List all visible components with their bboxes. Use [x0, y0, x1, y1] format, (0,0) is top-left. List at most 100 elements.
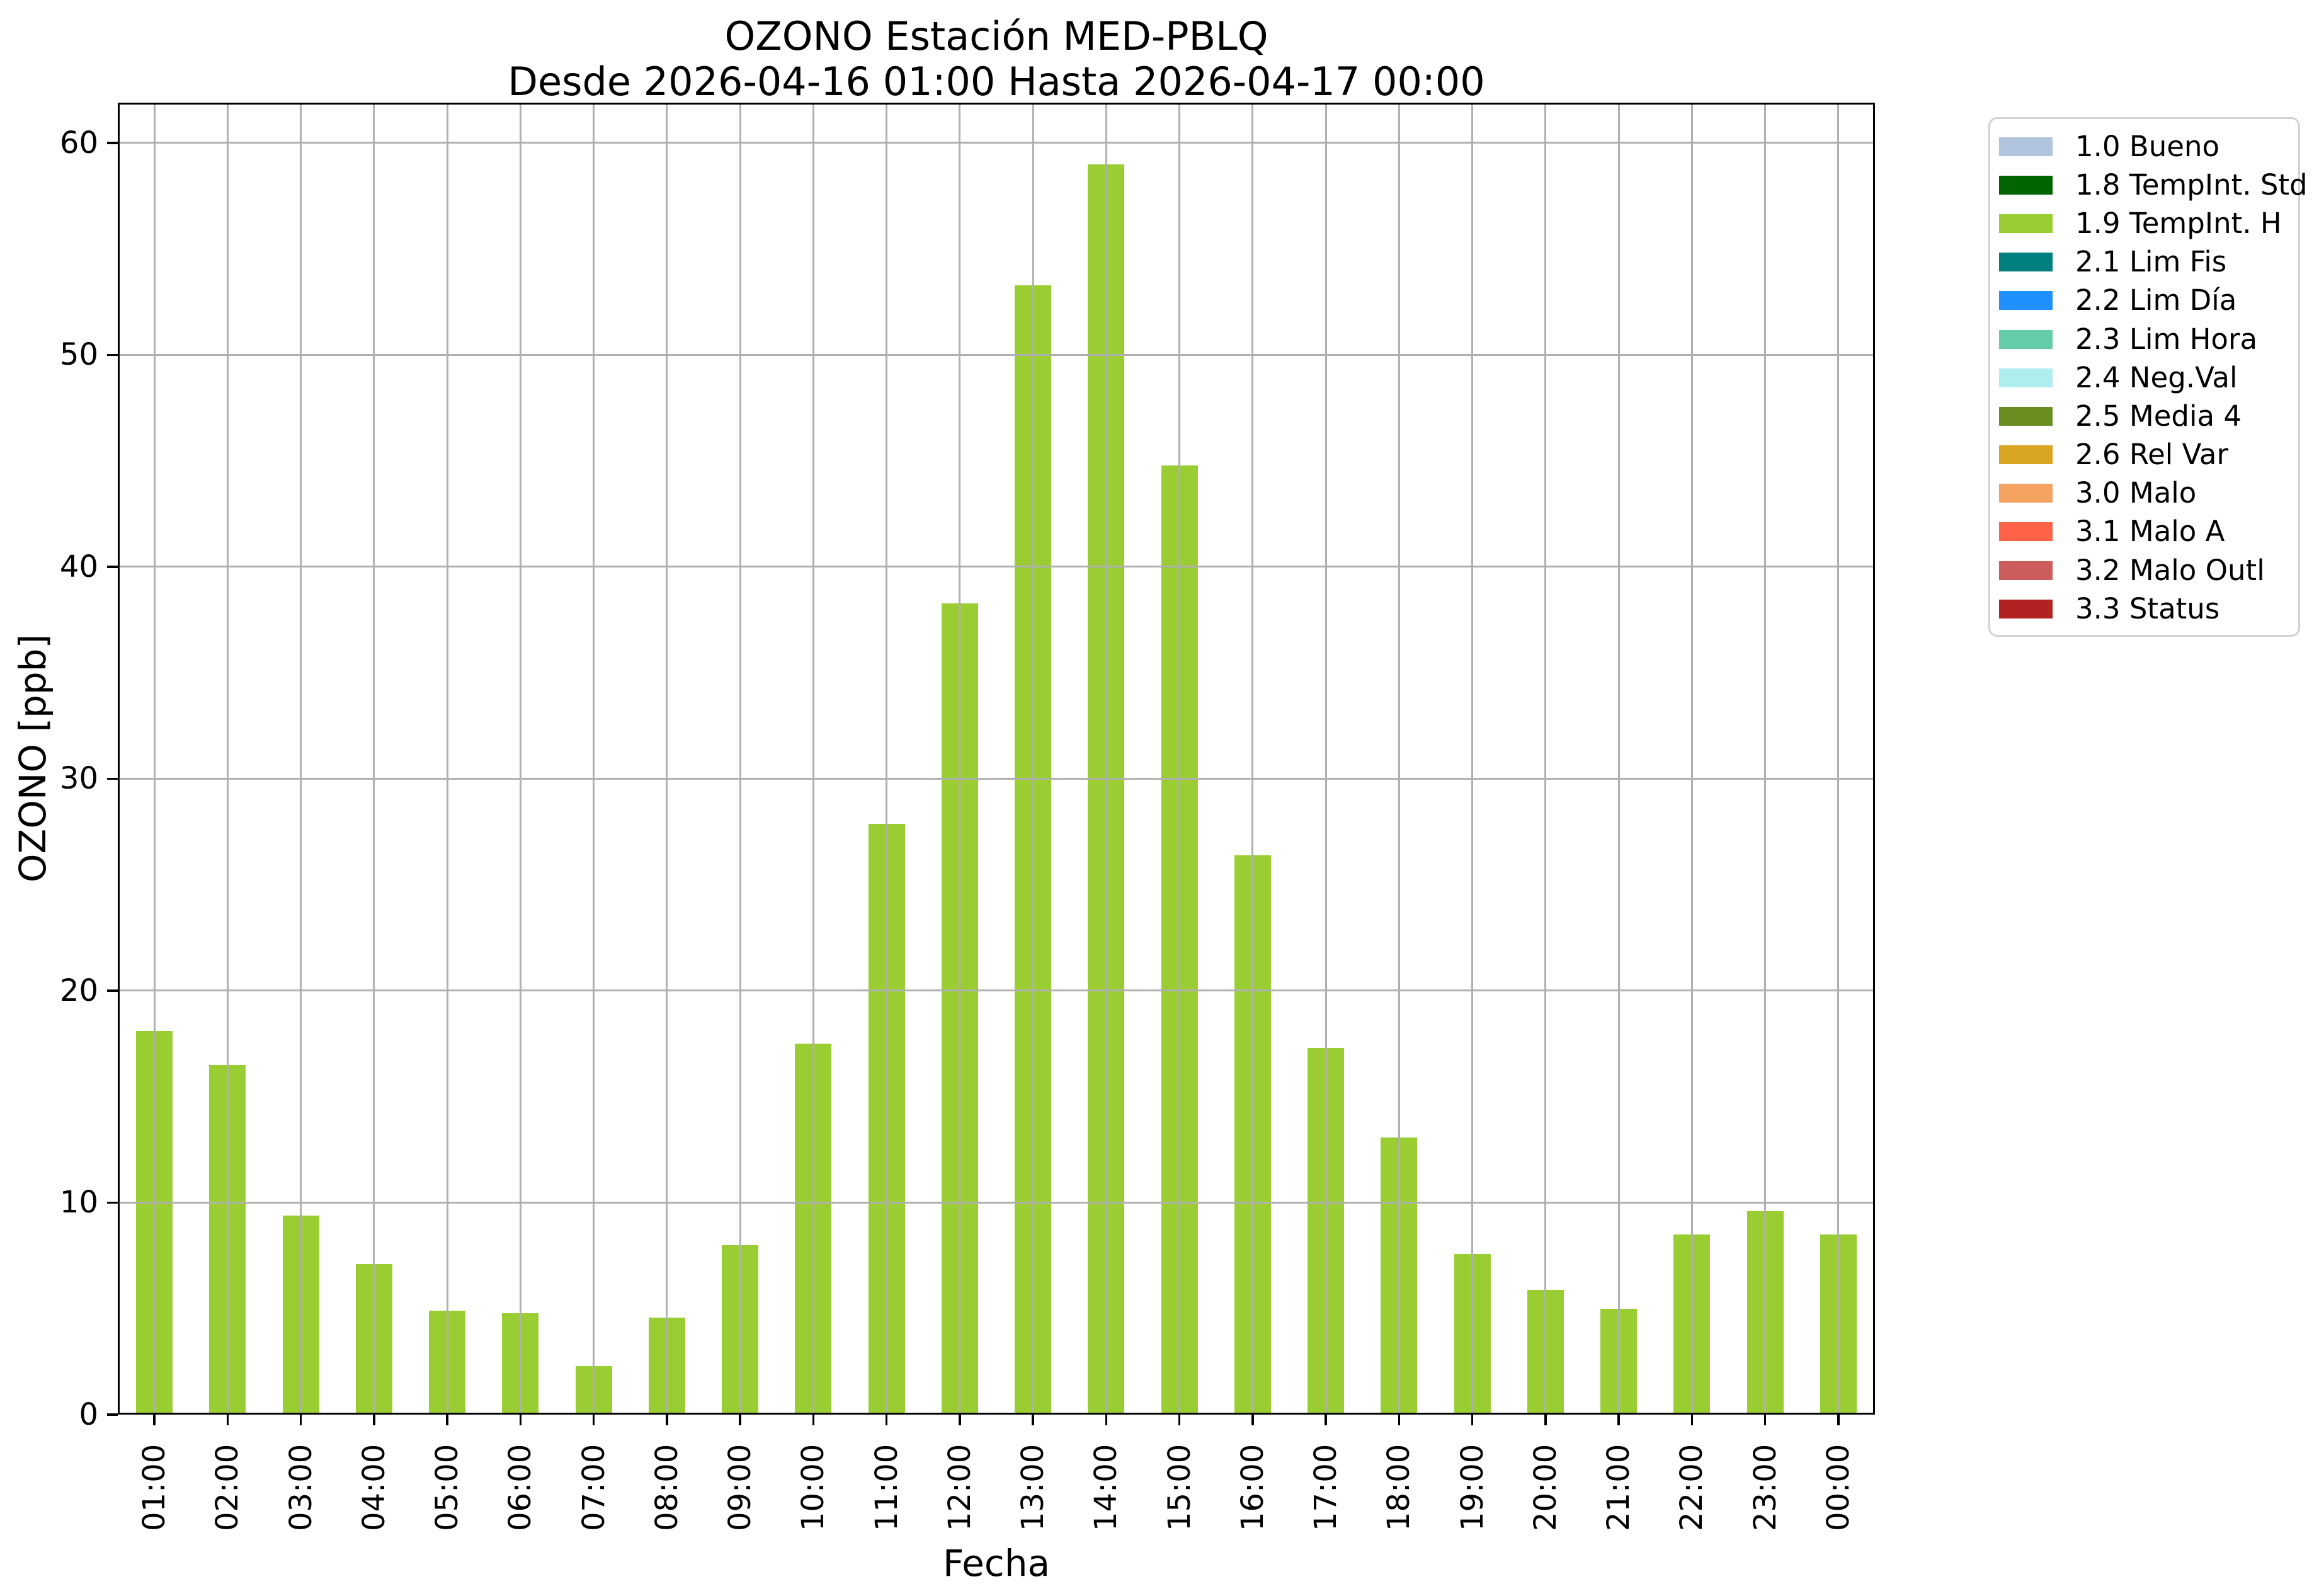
legend-item: 3.1 Malo A: [1999, 513, 2289, 551]
v-gridline-01:00: [153, 105, 156, 1413]
x-tick-label-07:00: 07:00: [576, 1444, 612, 1531]
x-tick-08:00: [666, 1415, 668, 1425]
v-gridline-09:00: [739, 105, 741, 1413]
v-gridline-20:00: [1544, 105, 1547, 1413]
legend-label: 3.2 Malo Outl: [2075, 553, 2265, 587]
legend-swatch: [1999, 561, 2053, 580]
x-tick-label-13:00: 13:00: [1015, 1444, 1051, 1531]
y-tick-50: [107, 353, 118, 356]
x-tick-15:00: [1178, 1415, 1181, 1425]
chart-title-block: OZONO Estación MED-PBLQ Desde 2026-04-16…: [508, 14, 1484, 105]
y-tick-40: [107, 566, 118, 568]
x-tick-11:00: [885, 1415, 888, 1425]
y-tick-label-50: 50: [59, 337, 98, 373]
x-tick-label-11:00: 11:00: [869, 1444, 904, 1531]
x-tick-label-00:00: 00:00: [1820, 1444, 1856, 1531]
v-gridline-07:00: [593, 105, 595, 1413]
x-tick-02:00: [226, 1415, 229, 1425]
h-gridline-40: [120, 566, 1873, 568]
legend-swatch: [1999, 599, 2053, 618]
x-tick-label-04:00: 04:00: [356, 1444, 392, 1531]
legend-box: 1.0 Bueno 1.8 TempInt. Std 1.9 TempInt. H 2…: [1988, 117, 2308, 637]
x-tick-label-17:00: 17:00: [1308, 1444, 1344, 1531]
legend-swatch: [1999, 406, 2053, 426]
y-tick-label-60: 60: [59, 125, 98, 161]
legend-label: 1.8 TempInt. Std: [2075, 168, 2308, 202]
v-gridline-21:00: [1617, 105, 1620, 1413]
legend-swatch: [1999, 214, 2053, 233]
x-tick-05:00: [446, 1415, 448, 1425]
x-tick-label-01:00: 01:00: [137, 1444, 173, 1531]
legend-label: 2.2 Lim Día: [2075, 283, 2237, 317]
x-tick-13:00: [1032, 1415, 1034, 1425]
x-tick-label-14:00: 14:00: [1088, 1444, 1124, 1531]
v-gridline-05:00: [446, 105, 448, 1413]
y-tick-label-30: 30: [59, 761, 98, 797]
x-tick-23:00: [1763, 1415, 1767, 1425]
v-gridline-04:00: [373, 105, 375, 1413]
x-tick-label-22:00: 22:00: [1674, 1444, 1710, 1531]
v-gridline-11:00: [886, 105, 888, 1413]
v-gridline-22:00: [1690, 105, 1693, 1413]
legend-item: 2.5 Media 4: [1999, 397, 2289, 435]
x-tick-label-09:00: 09:00: [722, 1444, 758, 1531]
legend-label: 1.0 Bueno: [2075, 129, 2219, 163]
h-gridline-30: [120, 777, 1873, 780]
legend-label: 3.0 Malo: [2075, 476, 2197, 510]
x-tick-20:00: [1544, 1415, 1547, 1425]
x-tick-label-08:00: 08:00: [649, 1444, 685, 1531]
h-gridline-50: [120, 353, 1873, 356]
x-tick-16:00: [1251, 1415, 1254, 1425]
legend-label: 2.6 Rel Var: [2075, 438, 2228, 472]
y-tick-60: [107, 142, 118, 144]
v-gridline-02:00: [226, 105, 229, 1413]
legend-swatch: [1999, 484, 2053, 503]
legend-item: 3.0 Malo: [1999, 474, 2289, 513]
x-tick-label-06:00: 06:00: [503, 1444, 538, 1531]
v-gridline-00:00: [1837, 105, 1840, 1413]
y-tick-0: [107, 1413, 118, 1416]
x-tick-17:00: [1325, 1415, 1327, 1425]
legend-swatch: [1999, 137, 2053, 156]
x-tick-04:00: [373, 1415, 375, 1425]
h-gridline-60: [120, 142, 1873, 144]
v-gridline-16:00: [1251, 105, 1254, 1413]
v-gridline-06:00: [519, 105, 521, 1413]
x-tick-label-05:00: 05:00: [430, 1444, 465, 1531]
x-tick-19:00: [1471, 1415, 1474, 1425]
x-tick-01:00: [153, 1415, 156, 1425]
h-gridline-10: [120, 1201, 1873, 1204]
v-gridline-15:00: [1178, 105, 1181, 1413]
v-gridline-19:00: [1471, 105, 1474, 1413]
x-axis-label: Fecha: [942, 1542, 1051, 1585]
v-gridline-10:00: [812, 105, 814, 1413]
legend-item: 1.0 Bueno: [1999, 127, 2289, 166]
x-tick-label-20:00: 20:00: [1527, 1444, 1563, 1531]
legend-item: 2.1 Lim Fis: [1999, 243, 2289, 282]
v-gridline-12:00: [959, 105, 961, 1413]
legend-item: 1.8 TempInt. Std: [1999, 166, 2308, 204]
legend-label: 2.5 Media 4: [2075, 399, 2242, 433]
v-gridline-23:00: [1764, 105, 1767, 1413]
legend-label: 3.1 Malo A: [2075, 515, 2225, 549]
v-gridline-14:00: [1105, 105, 1107, 1413]
v-gridline-03:00: [300, 105, 302, 1413]
y-tick-20: [107, 989, 118, 992]
legend-item: 2.3 Lim Hora: [1999, 320, 2289, 358]
legend-label: 2.4 Neg.Val: [2075, 360, 2238, 394]
legend-item: 3.2 Malo Outl: [1999, 551, 2289, 590]
y-tick-label-20: 20: [59, 972, 98, 1008]
legend-item: 3.3 Status: [1999, 590, 2289, 628]
x-tick-label-16:00: 16:00: [1234, 1444, 1270, 1531]
x-tick-label-03:00: 03:00: [283, 1444, 319, 1531]
v-gridline-13:00: [1032, 105, 1034, 1413]
plot-area: [118, 103, 1875, 1415]
x-tick-22:00: [1690, 1415, 1694, 1425]
legend-swatch: [1999, 175, 2053, 195]
h-gridline-20: [120, 989, 1873, 992]
x-tick-10:00: [812, 1415, 815, 1425]
chart-subtitle: Desde 2026-04-16 01:00 Hasta 2026-04-17 …: [508, 59, 1485, 105]
legend-item: 2.4 Neg.Val: [1999, 358, 2289, 397]
x-tick-09:00: [739, 1415, 741, 1425]
v-gridline-17:00: [1325, 105, 1327, 1413]
